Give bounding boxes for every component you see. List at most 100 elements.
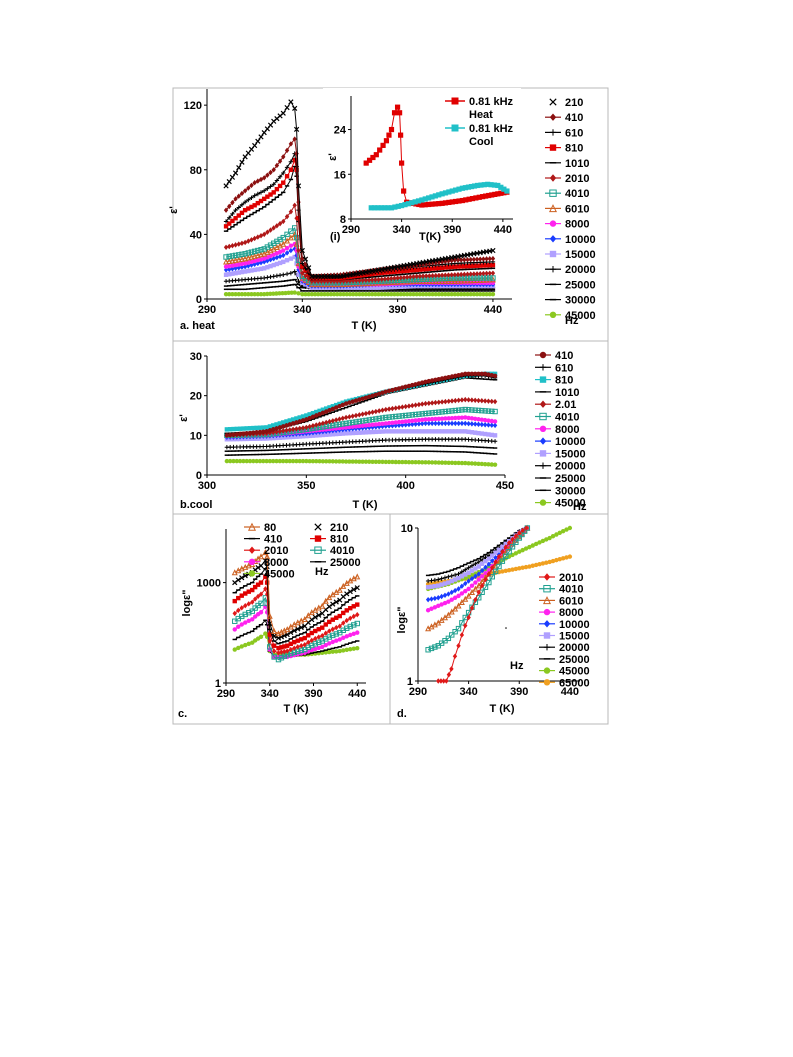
data-point: [233, 216, 238, 221]
inset-y-axis-title: ε': [327, 153, 339, 161]
data-point: [433, 429, 438, 434]
data-point: [333, 405, 339, 410]
data-point: [449, 415, 455, 421]
data-point: [399, 413, 406, 419]
data-point: [343, 414, 349, 421]
data-point: [430, 266, 435, 271]
data-point: [496, 553, 502, 560]
data-point: [386, 388, 392, 394]
data-point: [487, 256, 492, 262]
data-point: [357, 397, 362, 402]
data-point: [436, 291, 442, 297]
legend-entry: 8000: [545, 219, 589, 231]
legend-label: 25000: [330, 557, 361, 569]
data-point: [343, 420, 349, 427]
data-point: [540, 561, 546, 566]
data-point: [380, 142, 386, 148]
data-point: [288, 99, 294, 105]
data-point: [261, 458, 266, 464]
data-point: [255, 267, 261, 272]
data-point: [242, 251, 248, 257]
data-point: [277, 273, 283, 278]
data-point: [446, 591, 451, 597]
data-point: [246, 589, 251, 594]
data-point: [486, 579, 492, 586]
data-point: [455, 271, 461, 278]
data-point: [446, 199, 452, 206]
data-point: [500, 544, 505, 550]
data-point: [490, 291, 496, 297]
data-point: [473, 561, 478, 567]
data-point: [452, 291, 458, 297]
data-point: [367, 410, 372, 416]
legend-label: 2010: [559, 572, 583, 584]
legend-entry: 45000: [535, 498, 586, 510]
data-point: [333, 422, 339, 428]
data-point: [333, 402, 339, 408]
data-point: [357, 412, 362, 418]
data-point: [489, 432, 494, 438]
legend-swatch-marker: [314, 535, 322, 542]
legend-label: 80: [264, 522, 276, 534]
data-point: [251, 458, 256, 464]
data-point: [456, 198, 462, 204]
data-point: [463, 460, 468, 466]
stray-mark: [505, 627, 507, 629]
data-point: [293, 234, 300, 241]
data-point: [391, 110, 398, 116]
data-point: [223, 224, 229, 229]
data-point: [236, 645, 241, 651]
data-point: [406, 403, 412, 409]
data-point: [324, 406, 329, 411]
data-point: [439, 602, 444, 607]
legend-label: 10000: [555, 436, 586, 448]
data-point: [422, 410, 429, 417]
data-point: [498, 190, 504, 196]
data-point: [294, 458, 299, 464]
data-point: [395, 203, 401, 209]
y-tick-label: 120: [184, 100, 202, 112]
data-point: [392, 204, 398, 210]
data-point: [462, 271, 467, 278]
data-point: [446, 189, 452, 195]
data-point: [443, 272, 448, 278]
y-tick-label: 10: [401, 523, 413, 535]
data-point: [466, 415, 471, 421]
data-point: [252, 193, 257, 198]
data-point: [370, 285, 375, 290]
data-point: [277, 253, 283, 260]
data-point: [435, 619, 442, 626]
x-tick-label: 340: [293, 304, 311, 316]
data-point: [386, 420, 392, 426]
legend-entry: 65000: [539, 677, 590, 689]
data-point: [506, 549, 512, 555]
data-point: [479, 582, 485, 589]
data-point: [288, 167, 294, 172]
y-axis-title: ε': [168, 206, 180, 214]
data-point: [476, 571, 481, 577]
data-point: [290, 417, 296, 422]
data-point: [432, 595, 438, 602]
data-point: [314, 459, 319, 464]
data-point: [261, 429, 266, 434]
data-point: [466, 429, 471, 435]
data-point: [473, 580, 478, 585]
data-point: [325, 291, 330, 297]
data-point: [297, 419, 302, 424]
data-point: [423, 429, 428, 434]
data-point: [326, 634, 332, 640]
data-point: [231, 458, 236, 464]
data-point: [330, 432, 336, 437]
legend-entry: 8000: [244, 557, 288, 569]
data-point: [459, 569, 465, 575]
data-point: [401, 291, 407, 297]
data-point: [297, 425, 302, 432]
data-point: [416, 401, 422, 408]
data-point: [258, 176, 264, 183]
data-point: [300, 425, 306, 431]
data-point: [357, 423, 362, 429]
data-point: [281, 259, 286, 265]
data-point: [363, 291, 369, 297]
data-point: [484, 291, 489, 297]
